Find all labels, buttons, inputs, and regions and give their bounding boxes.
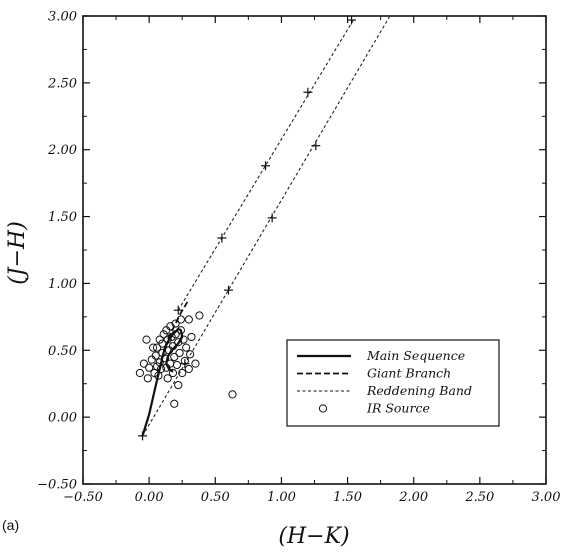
ir-source-point	[155, 335, 164, 344]
ir-source-point	[171, 330, 180, 339]
ir-source-point	[228, 390, 237, 399]
ir-source-point	[152, 343, 162, 352]
ir-source-point	[139, 359, 148, 368]
ir-source-point	[170, 399, 179, 408]
ir-source-point	[143, 374, 152, 383]
ir-source-point	[174, 380, 183, 390]
reddening-marker	[261, 161, 271, 171]
ir-source-point	[142, 335, 151, 344]
x-tick-label: 3.00	[532, 490, 561, 505]
ir-source-point	[159, 330, 168, 339]
ir-source-point	[191, 359, 200, 368]
ir-source-point	[171, 319, 180, 328]
x-tick-label: 2.00	[398, 490, 428, 505]
ir-source-point	[176, 326, 185, 335]
panel-label: (a)	[2, 517, 19, 533]
x-axis-ticks: −0.50 0.00 0.50 1.00 1.50 2.00 2.50 3.00	[63, 16, 560, 505]
y-tick-label: 2.00	[47, 143, 77, 158]
y-tick-label: 0.00	[48, 411, 77, 426]
reddening-band-line	[142, 15, 391, 437]
reddening-markers	[138, 15, 357, 441]
reddening-marker	[267, 213, 277, 223]
ir-source-point	[170, 352, 179, 362]
reddening-marker	[311, 141, 321, 151]
y-tick-label: 1.50	[48, 210, 77, 225]
ir-source-point	[166, 322, 175, 331]
legend-label-main-sequence: Main Sequence	[366, 348, 465, 363]
reddening-marker	[173, 305, 183, 315]
ir-source-point	[182, 343, 191, 352]
x-tick-label: 1.50	[333, 490, 362, 505]
ir-source-point	[187, 332, 196, 342]
ir-source-point	[195, 311, 204, 320]
y-tick-label: −0.50	[37, 478, 77, 493]
ir-source-point	[186, 350, 195, 359]
ir-source-point	[160, 354, 170, 363]
reddening-marker	[347, 15, 357, 25]
ir-source-point	[163, 374, 172, 383]
ir-source-point	[172, 360, 182, 370]
legend-label-ir-source: IR Source	[366, 401, 430, 416]
x-tick-label: 0.00	[135, 490, 164, 505]
ir-source-point	[147, 355, 156, 364]
ir-source-point	[184, 315, 193, 324]
y-axis-ticks: −0.50 0.00 0.50 1.00 1.50 2.00 2.50 3.00	[37, 10, 546, 493]
y-tick-label: 0.50	[48, 344, 77, 359]
x-tick-label: 0.50	[201, 490, 230, 505]
reddening-marker	[303, 87, 313, 97]
x-tick-label: 1.00	[267, 490, 296, 505]
legend: Main Sequence Giant Branch Reddening Band I…	[286, 339, 500, 427]
x-tick-label: 2.50	[464, 490, 494, 505]
ir-source-point	[175, 348, 184, 358]
legend-label-giant-branch: Giant Branch	[367, 366, 451, 381]
ir-source-point	[135, 368, 144, 378]
ir-source-point	[166, 359, 175, 368]
y-axis-title: (J−H)	[5, 221, 30, 285]
x-axis-title: (H−K)	[278, 524, 349, 549]
ir-source-point	[179, 335, 188, 344]
ir-source-point	[156, 364, 166, 374]
main-sequence-line	[141, 327, 184, 437]
ir-source-point	[168, 368, 178, 378]
y-tick-label: 1.00	[48, 277, 77, 292]
ir-source-point	[174, 338, 183, 347]
ir-source-point	[176, 315, 185, 324]
legend-swatch-ir-source	[318, 404, 328, 413]
ir-source-points	[135, 311, 237, 408]
ir-source-point	[180, 356, 189, 366]
reddening-band-line	[177, 18, 355, 311]
y-tick-label: 2.50	[47, 76, 77, 91]
ir-source-point	[178, 368, 187, 378]
reddening-marker	[217, 233, 227, 243]
x-tick-label: −0.50	[63, 490, 103, 505]
giant-branch-line	[164, 299, 190, 348]
y-tick-label: 3.00	[48, 10, 77, 25]
reddening-marker	[224, 285, 234, 295]
series-lines	[141, 15, 391, 437]
ir-source-point	[184, 364, 193, 374]
ir-source-point	[149, 343, 158, 352]
ir-source-point	[158, 339, 167, 348]
reddening-marker	[138, 431, 148, 441]
legend-label-reddening-band: Reddening Band	[366, 383, 472, 398]
ir-source-point	[168, 342, 178, 351]
ir-source-point	[145, 363, 154, 372]
